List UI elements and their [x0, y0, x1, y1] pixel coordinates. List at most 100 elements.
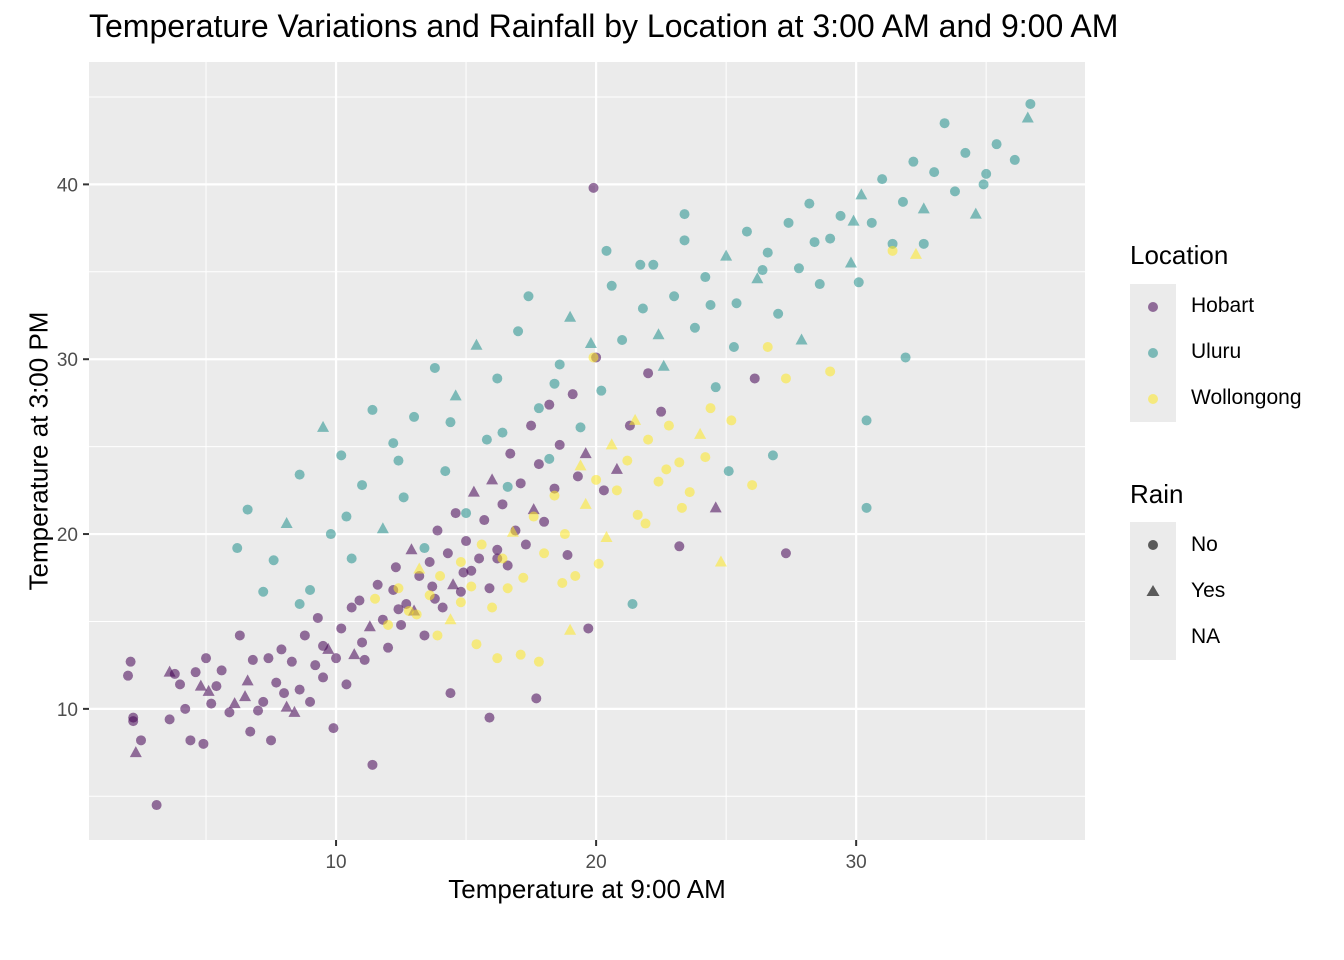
data-point-uluru [497, 427, 508, 438]
data-point-uluru [949, 186, 960, 197]
data-point-hobart [354, 595, 365, 606]
data-point-uluru [723, 466, 734, 477]
data-point-uluru [847, 214, 860, 226]
data-point-hobart [539, 516, 550, 527]
x-axis-label: Temperature at 9:00 AM [448, 874, 726, 904]
data-point-wollongong [435, 571, 446, 582]
data-point-uluru [710, 382, 721, 393]
data-point-wollongong [629, 413, 642, 425]
data-point-hobart [531, 693, 542, 704]
data-point-uluru [294, 469, 305, 480]
y-axis-label: Temperature at 3:00 PM [23, 311, 54, 591]
data-point-hobart [466, 565, 477, 576]
data-point-wollongong [676, 502, 687, 513]
data-point-wollongong [909, 247, 922, 259]
data-point-uluru [908, 156, 919, 167]
data-point-hobart [357, 637, 368, 648]
data-point-wollongong [591, 474, 602, 485]
data-point-wollongong [700, 452, 711, 463]
data-point-hobart [515, 478, 526, 489]
data-point-hobart [450, 508, 461, 519]
legend-rain-marks [1146, 540, 1160, 596]
legend-key-no-circle [1148, 540, 1158, 550]
data-point-uluru [502, 481, 513, 492]
legend-label-yes: Yes [1191, 579, 1226, 602]
data-point-hobart [185, 735, 196, 746]
data-point-hobart [484, 583, 495, 594]
data-point-uluru [429, 362, 440, 373]
data-point-uluru [762, 247, 773, 258]
data-point-uluru [523, 291, 534, 302]
data-point-hobart [383, 642, 394, 653]
data-point-hobart [276, 644, 287, 655]
data-point-uluru [918, 238, 929, 249]
data-point-hobart [328, 723, 339, 734]
data-point-wollongong [726, 415, 737, 426]
legend-label-wollongong: Wollongong [1191, 386, 1302, 409]
data-point-uluru [409, 411, 420, 422]
y-tick-label: 20 [57, 525, 78, 546]
data-point-wollongong [487, 602, 498, 613]
data-point-hobart [479, 515, 490, 526]
data-point-hobart [567, 389, 578, 400]
data-point-hobart [294, 684, 305, 695]
data-point-hobart [247, 654, 258, 665]
data-point-wollongong [502, 583, 513, 594]
data-point-hobart [151, 800, 162, 811]
data-point-hobart [175, 679, 186, 690]
data-point-uluru [584, 336, 597, 348]
data-point-hobart [533, 459, 544, 470]
data-point-uluru [393, 455, 404, 466]
legend-key-yes-triangle [1146, 585, 1160, 596]
data-point-hobart [310, 660, 321, 671]
data-point-uluru [533, 403, 544, 414]
data-point-uluru [440, 466, 451, 477]
data-point-wollongong [588, 352, 599, 363]
data-point-hobart [390, 562, 401, 573]
data-point-uluru [969, 207, 982, 219]
y-tick-label: 10 [57, 700, 78, 721]
data-point-hobart [527, 503, 540, 515]
data-point-hobart [610, 462, 623, 474]
data-point-hobart [393, 604, 404, 615]
data-point-wollongong [600, 531, 613, 543]
data-point-uluru [844, 256, 857, 268]
data-point-hobart [305, 696, 316, 707]
data-point-uluru [575, 422, 586, 433]
legend-label-hobart: Hobart [1191, 294, 1255, 317]
data-point-uluru [917, 202, 930, 214]
data-point-hobart [258, 696, 269, 707]
data-point-hobart [190, 667, 201, 678]
data-point-hobart [583, 623, 594, 634]
data-point-hobart [216, 665, 227, 676]
data-point-hobart [554, 439, 565, 450]
data-point-uluru [294, 598, 305, 609]
data-point-hobart [202, 684, 215, 696]
data-point-uluru [978, 179, 989, 190]
x-tick-label: 10 [325, 852, 346, 873]
legend-key-wollongong [1148, 394, 1158, 404]
data-point-hobart [588, 182, 599, 193]
data-point-uluru [855, 188, 868, 200]
data-point-wollongong [557, 577, 568, 588]
data-point-uluru [341, 511, 352, 522]
data-point-uluru [720, 249, 733, 261]
data-point-uluru [939, 118, 950, 129]
data-point-wollongong [518, 572, 529, 583]
data-point-uluru [627, 598, 638, 609]
data-point-uluru [388, 438, 399, 449]
data-point-hobart [312, 612, 323, 623]
data-point-hobart [780, 548, 791, 559]
data-point-hobart [367, 759, 378, 770]
legend-key-hobart [1148, 302, 1158, 312]
data-point-hobart [266, 735, 277, 746]
data-point-hobart [432, 525, 443, 536]
data-point-uluru [861, 502, 872, 513]
data-point-uluru [814, 279, 825, 290]
data-point-hobart [228, 697, 241, 709]
data-point-wollongong [515, 649, 526, 660]
data-point-uluru [731, 298, 742, 309]
data-point-hobart [562, 550, 573, 561]
legend-label-na: NA [1191, 625, 1221, 648]
data-point-wollongong [747, 480, 758, 491]
